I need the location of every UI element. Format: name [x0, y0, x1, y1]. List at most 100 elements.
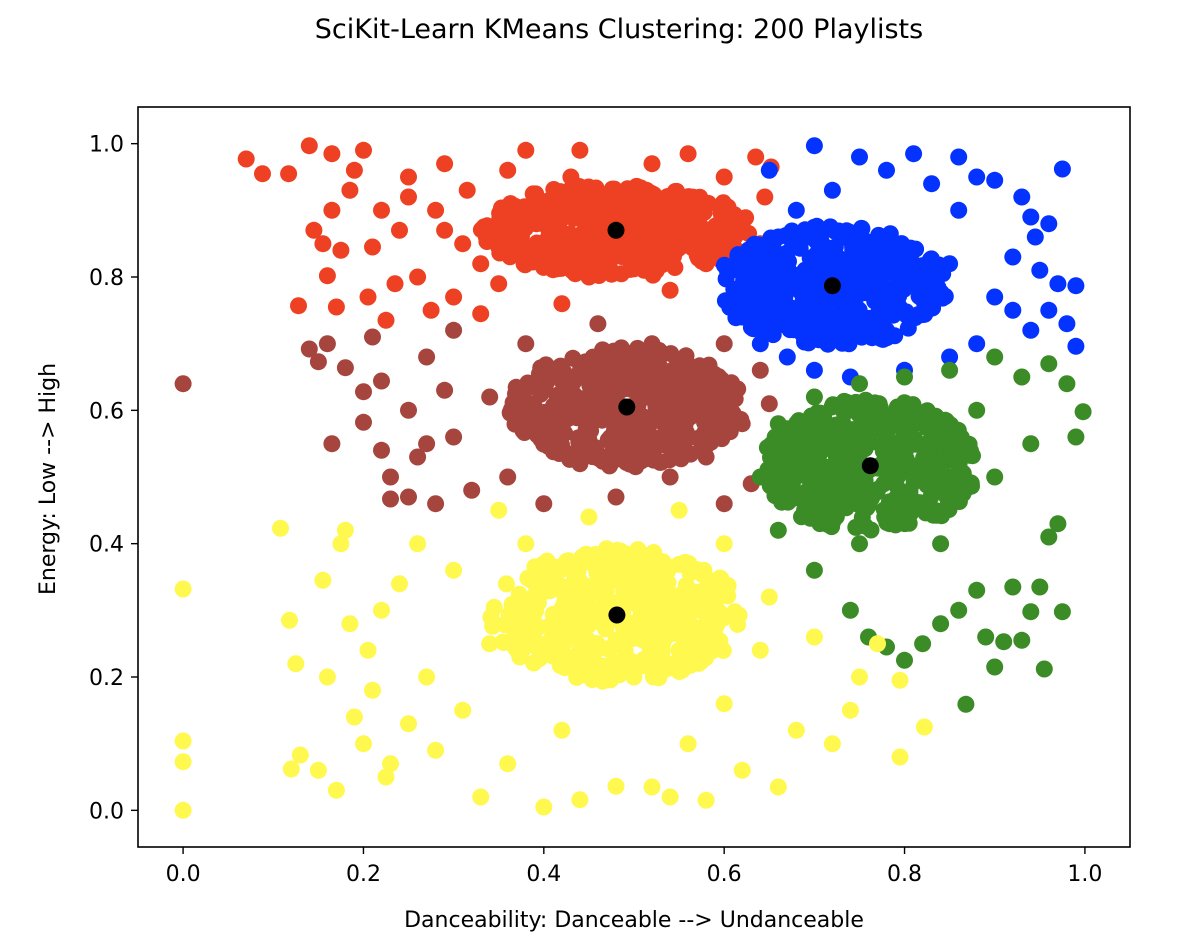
data-point [355, 383, 372, 401]
y-tick-label: 0.0 [89, 799, 124, 824]
x-tick-label: 0.4 [526, 862, 561, 887]
data-point [661, 281, 679, 299]
data-point [305, 221, 323, 239]
data-point [823, 735, 841, 753]
data-point [707, 635, 724, 653]
data-point [775, 429, 793, 446]
data-point [631, 431, 649, 449]
data-point [805, 628, 823, 646]
data-point [715, 168, 733, 186]
data-point [839, 258, 857, 276]
data-point [409, 268, 427, 286]
data-point [720, 229, 737, 247]
data-point [666, 407, 684, 425]
data-point [530, 567, 548, 585]
data-point [436, 155, 454, 173]
data-point [545, 397, 562, 415]
data-point [923, 175, 941, 193]
data-point [499, 161, 517, 179]
data-point [952, 428, 970, 446]
data-point [345, 708, 363, 726]
data-point [561, 225, 579, 243]
data-point [808, 404, 826, 422]
data-point [336, 359, 354, 377]
data-point [827, 475, 845, 493]
data-point [499, 755, 517, 773]
data-point [805, 388, 823, 406]
data-point [535, 215, 553, 233]
data-point [841, 601, 859, 619]
data-point [502, 238, 520, 256]
data-point [472, 305, 490, 323]
data-point [499, 468, 517, 486]
data-point [580, 508, 598, 526]
data-point [837, 426, 855, 444]
chart-title: SciKit-Learn KMeans Clustering: 200 Play… [315, 14, 923, 45]
data-point [539, 229, 557, 247]
data-point [644, 668, 662, 686]
data-point [851, 148, 868, 166]
data-point [561, 450, 579, 468]
data-point [697, 791, 715, 809]
data-point [681, 648, 699, 666]
y-tick-label: 0.8 [89, 266, 124, 291]
data-point [950, 148, 968, 166]
data-point [968, 335, 986, 353]
data-point [506, 639, 524, 657]
data-point [174, 801, 192, 819]
cluster-4 [174, 501, 933, 819]
data-point [907, 240, 925, 258]
data-point [918, 419, 936, 437]
data-point [174, 580, 192, 598]
data-point [174, 375, 192, 393]
data-point [445, 561, 463, 579]
data-point [620, 213, 638, 231]
data-point [400, 188, 417, 206]
x-axis-label: Danceability: Danceable --> Undanceable [404, 908, 864, 933]
data-point [418, 348, 436, 366]
y-tick-label: 0.6 [89, 399, 124, 424]
data-point [941, 348, 959, 366]
data-point [291, 746, 309, 764]
data-point [932, 535, 950, 553]
data-point [930, 263, 948, 281]
y-tick-label: 1.0 [89, 133, 124, 158]
data-point [710, 603, 728, 621]
data-point [323, 145, 341, 163]
data-point [482, 608, 500, 626]
data-point [995, 633, 1013, 651]
data-point [704, 406, 722, 424]
data-point [853, 409, 871, 427]
data-point [859, 431, 876, 449]
data-point [639, 590, 657, 608]
data-point [400, 168, 417, 186]
data-point [612, 370, 630, 388]
data-point [551, 638, 569, 656]
data-point [934, 289, 951, 307]
data-point [813, 311, 831, 329]
data-point [373, 201, 390, 219]
data-point [754, 288, 772, 306]
data-point [436, 381, 454, 399]
data-point [589, 315, 607, 333]
data-point [769, 521, 787, 539]
data-point [950, 456, 968, 474]
data-point [725, 389, 743, 407]
data-point [705, 365, 723, 383]
data-point [355, 735, 372, 753]
x-tick-label: 0.2 [346, 862, 381, 887]
data-point [427, 741, 445, 759]
data-point [878, 329, 896, 347]
data-point [382, 490, 399, 508]
data-point [418, 668, 436, 686]
data-point [666, 604, 684, 622]
data-point [642, 442, 660, 460]
data-point [621, 455, 639, 473]
data-point [653, 367, 671, 385]
data-point [463, 481, 481, 499]
data-point [517, 335, 535, 353]
data-point [603, 655, 621, 673]
data-point [573, 666, 591, 684]
data-point [840, 223, 858, 241]
data-point [622, 356, 640, 374]
